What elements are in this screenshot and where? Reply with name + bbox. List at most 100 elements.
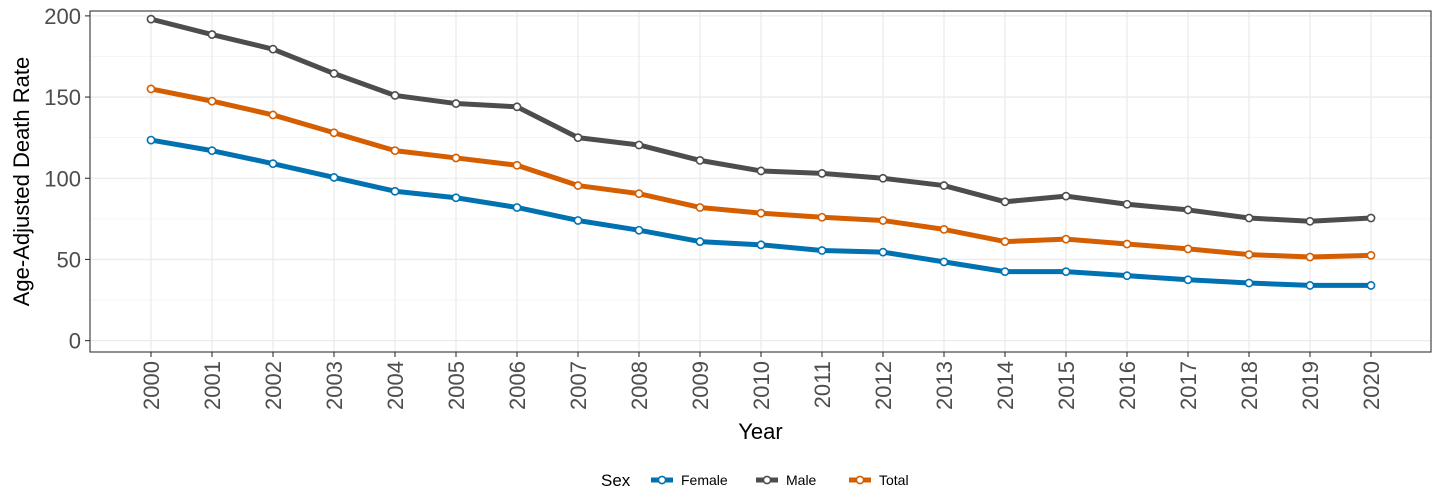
- data-point-male: [451, 99, 461, 108]
- data-point-male: [146, 14, 156, 24]
- x-tick-label: 2004: [383, 361, 408, 410]
- y-tick-label: 150: [44, 85, 81, 110]
- data-point-male: [1305, 216, 1315, 226]
- x-tick-label: 2013: [932, 361, 957, 410]
- legend-key-point-female: [657, 475, 667, 485]
- grid: [90, 11, 1431, 352]
- x-tick-label: 2005: [444, 361, 469, 410]
- y-tick-label: 100: [44, 166, 81, 191]
- data-point-total: [1305, 252, 1315, 262]
- x-tick-label: 2010: [749, 361, 774, 410]
- data-point-female: [756, 240, 766, 250]
- legend-label-male: Male: [786, 472, 817, 488]
- data-point-total: [207, 96, 217, 106]
- data-point-male: [512, 102, 522, 112]
- data-point-male: [1183, 205, 1193, 215]
- data-point-total: [756, 208, 766, 218]
- data-point-female: [512, 203, 522, 212]
- x-tick-label: 2019: [1298, 361, 1323, 410]
- data-point-total: [1244, 250, 1254, 259]
- data-point-female: [390, 186, 400, 196]
- x-tick-label: 2018: [1237, 361, 1262, 410]
- data-point-male: [268, 44, 278, 54]
- x-tick-label: 2002: [261, 361, 286, 410]
- data-point-male: [817, 168, 827, 178]
- data-point-female: [1122, 271, 1132, 281]
- legend-title: Sex: [601, 471, 631, 490]
- data-point-total: [1366, 250, 1376, 260]
- x-tick-label: 2016: [1115, 361, 1140, 410]
- data-point-total: [939, 225, 949, 234]
- axes: 0 50 100 150 200 2000 2001 2002 2003 2004 2005 2006…: [44, 4, 1384, 410]
- x-tick-label: 2012: [871, 361, 896, 410]
- data-point-total: [1000, 237, 1010, 246]
- data-point-total: [878, 216, 888, 225]
- data-point-female: [634, 225, 644, 235]
- data-point-female: [1183, 275, 1193, 285]
- data-point-female: [1000, 267, 1010, 277]
- data-point-total: [451, 153, 461, 163]
- data-point-male: [1061, 191, 1071, 201]
- data-point-male: [939, 181, 949, 190]
- data-point-male: [1244, 213, 1254, 223]
- data-point-total: [512, 160, 522, 170]
- data-point-female: [817, 246, 827, 255]
- data-point-total: [695, 203, 705, 212]
- data-point-female: [329, 173, 339, 182]
- data-point-male: [573, 133, 583, 143]
- data-point-female: [146, 135, 156, 145]
- data-point-female: [878, 247, 888, 257]
- y-tick-label: 50: [57, 247, 81, 272]
- data-point-male: [329, 69, 339, 78]
- data-point-male: [1366, 213, 1376, 223]
- x-tick-label: 2006: [505, 361, 530, 410]
- legend-label-female: Female: [681, 472, 728, 488]
- data-point-total: [634, 189, 644, 199]
- data-point-total: [390, 146, 400, 156]
- data-point-total: [1122, 239, 1132, 249]
- data-point-total: [329, 128, 339, 138]
- data-point-female: [268, 159, 278, 169]
- data-point-female: [939, 257, 949, 267]
- x-tick-label: 2003: [322, 361, 347, 410]
- y-axis-title: Age-Adjusted Death Rate: [9, 57, 34, 307]
- data-point-female: [207, 146, 217, 156]
- x-tick-label: 2007: [566, 361, 591, 410]
- data-point-total: [1061, 234, 1071, 244]
- x-axis-title: Year: [738, 419, 782, 444]
- x-tick-label: 2020: [1359, 361, 1384, 410]
- data-point-total: [573, 181, 583, 190]
- legend-key-point-total: [855, 475, 865, 485]
- data-point-male: [1122, 199, 1132, 209]
- x-tick-label: 2001: [200, 361, 225, 410]
- data-point-male: [756, 166, 766, 176]
- legend-key-point-male: [762, 475, 772, 485]
- y-tick-label: 0: [69, 329, 81, 354]
- data-point-male: [207, 30, 217, 39]
- data-point-total: [268, 110, 278, 120]
- data-point-male: [390, 91, 400, 100]
- series-lines: [146, 14, 1376, 290]
- legend: Sex Female Male Total: [601, 471, 909, 490]
- x-tick-label: 2009: [688, 361, 713, 410]
- data-point-total: [817, 212, 827, 222]
- y-tick-label: 200: [44, 4, 81, 29]
- data-point-female: [451, 193, 461, 203]
- x-tick-label: 2000: [139, 361, 164, 410]
- x-tick-label: 2015: [1054, 361, 1079, 410]
- x-tick-label: 2011: [810, 361, 835, 408]
- data-point-female: [1244, 278, 1254, 288]
- data-point-male: [634, 140, 644, 150]
- data-point-female: [1061, 267, 1071, 277]
- data-point-total: [146, 84, 156, 94]
- data-point-male: [878, 173, 888, 183]
- data-point-female: [1305, 281, 1315, 290]
- legend-label-total: Total: [879, 472, 909, 488]
- data-point-male: [695, 155, 705, 165]
- data-point-female: [695, 237, 705, 246]
- x-tick-label: 2014: [993, 361, 1018, 410]
- data-point-male: [1000, 197, 1010, 207]
- data-point-female: [1366, 281, 1376, 290]
- x-tick-label: 2008: [627, 361, 652, 410]
